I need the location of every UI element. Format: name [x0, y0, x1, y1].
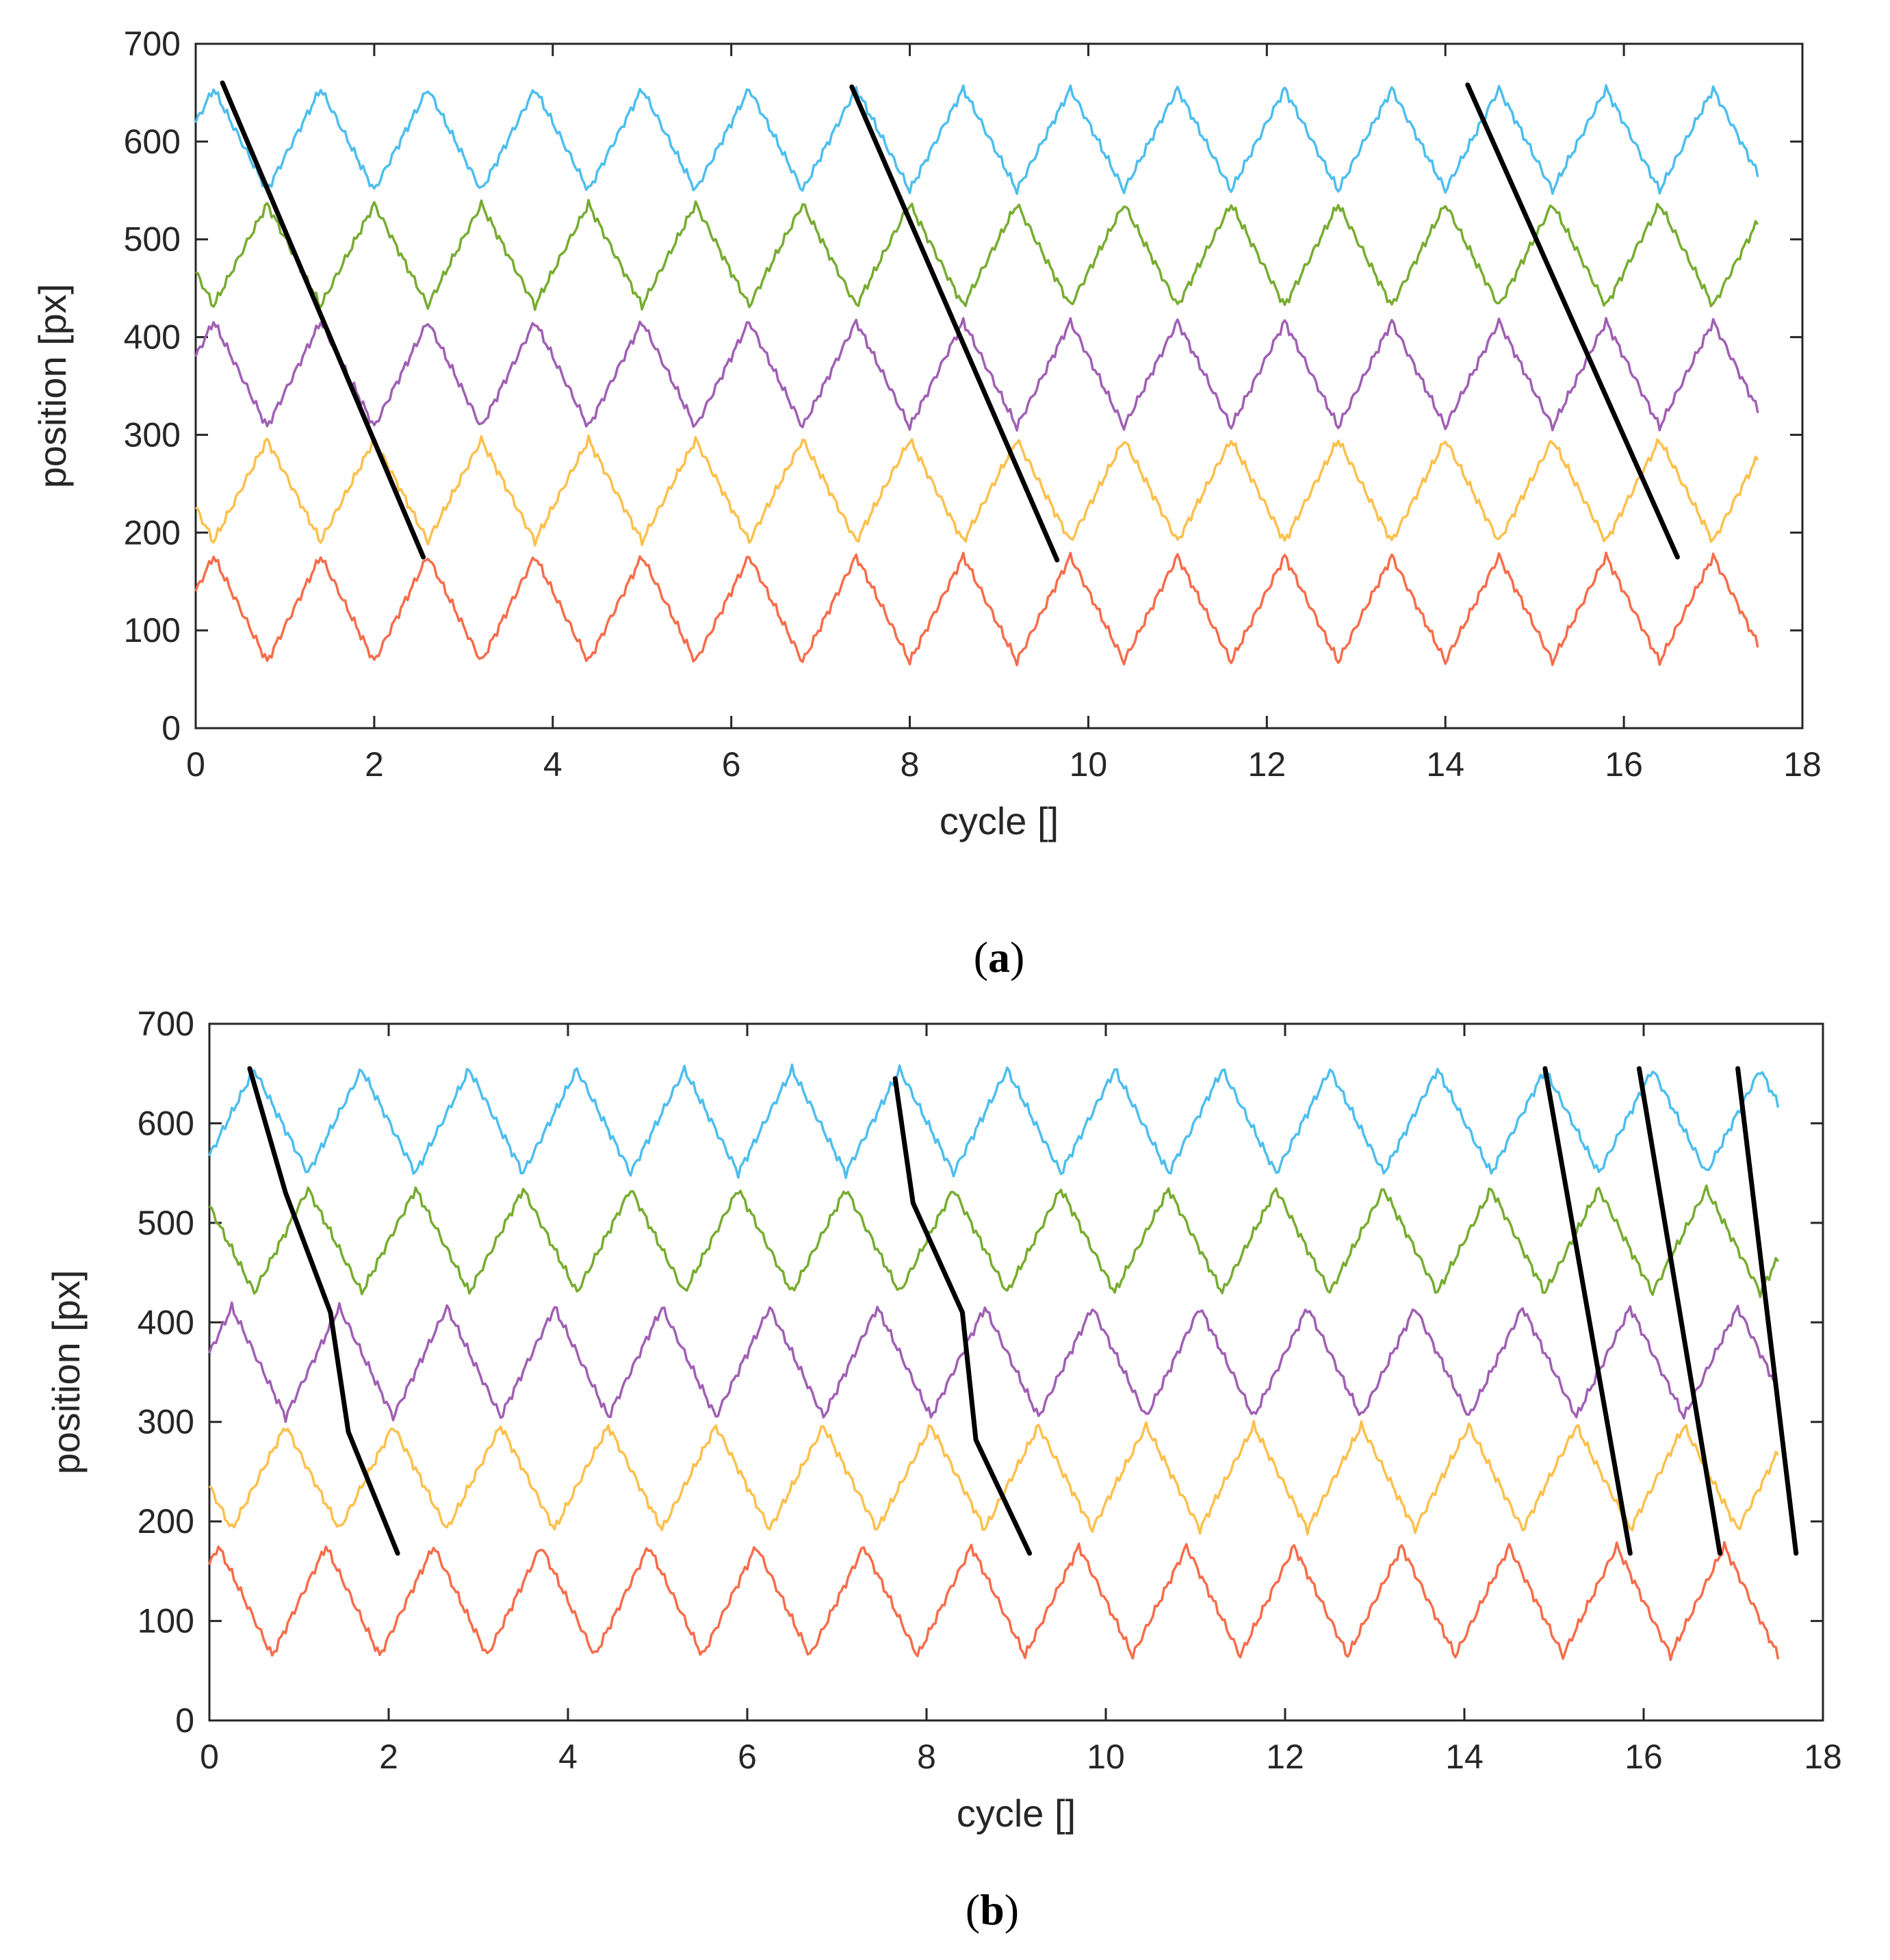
panel-b-x-tick-label: 14	[1445, 1738, 1484, 1776]
panel-b-series-line-1	[208, 1063, 1780, 1179]
panel-b-caption-close: )	[1005, 1885, 1019, 1934]
panel-a-caption: (a)	[974, 933, 1025, 981]
panel-b-trajectory-line-2	[892, 1076, 1033, 1556]
panel-b-series-line-4	[208, 1419, 1779, 1536]
panel-a-x-tick-label: 6	[722, 745, 741, 784]
panel-b-chart: 0 100 200 300 400 500 600 700 0 2 4 6 8 10 12 14 16 18 cyc…	[44, 1005, 1842, 1934]
panel-a-y-tick-label: 100	[124, 611, 181, 649]
panel-b-y-tick-label: 600	[138, 1104, 194, 1142]
panel-b-plot-frame	[208, 1022, 1824, 1722]
panel-b-y-tick-label: 700	[138, 1005, 194, 1043]
panel-a-x-tick-label: 0	[186, 745, 205, 784]
panel-a-x-tick-label: 4	[543, 745, 562, 784]
panel-b-trajectory-line-5	[1735, 1066, 1799, 1556]
panel-a-caption-close: )	[1010, 933, 1024, 981]
panel-a-trajectory-line-3	[1465, 82, 1680, 560]
panel-a-y-tick-label: 200	[124, 513, 181, 552]
panel-a-series-line-5	[194, 551, 1759, 667]
panel-b-x-tick-label: 18	[1804, 1738, 1842, 1776]
panel-b-trajectory-line-1	[247, 1066, 400, 1556]
panel-a-trajectory-line-2	[849, 84, 1060, 563]
panel-b-trajectory-line-4	[1636, 1066, 1722, 1556]
panel-a-y-tick-label: 600	[124, 122, 181, 161]
panel-a-x-tick-label: 18	[1783, 745, 1822, 784]
panel-b-x-tick-label: 6	[738, 1738, 757, 1776]
panel-b-x-tick-label: 2	[379, 1738, 398, 1776]
panel-a-caption-letter: a	[988, 933, 1010, 981]
panel-a-y-tick-label: 500	[124, 220, 181, 259]
panel-a-y-tick-label: 400	[124, 318, 181, 357]
panel-b-x-tick-label: 0	[200, 1738, 219, 1776]
panel-b-trajectory-line-3	[1542, 1066, 1633, 1556]
panel-b-series-line-2	[208, 1184, 1779, 1298]
panel-a-x-tick-label: 16	[1605, 745, 1643, 784]
panel-b-caption-letter: b	[980, 1885, 1005, 1934]
panel-b-y-tick-label: 500	[138, 1204, 194, 1242]
panel-a-y-tick-label: 300	[124, 415, 181, 454]
panel-a-series-line-1	[194, 84, 1759, 195]
panel-b-y-tick-label: 200	[138, 1502, 194, 1540]
panel-b-x-tick-label: 16	[1624, 1738, 1663, 1776]
panel-b-caption-open: (	[966, 1885, 980, 1934]
panel-a-x-tick-label: 14	[1426, 745, 1464, 784]
panel-a-series-line-4	[194, 434, 1759, 547]
panel-a-series-line-2	[194, 198, 1759, 311]
panel-b-y-tick-label: 300	[138, 1403, 194, 1441]
panel-a-plot-frame	[194, 42, 1804, 730]
panel-a-x-tick-label: 2	[365, 745, 384, 784]
panel-a-caption-open: (	[974, 933, 988, 981]
panel-b-x-axis-label: cycle []	[957, 1792, 1076, 1835]
panel-b-y-tick-label: 100	[138, 1602, 194, 1640]
panel-b-y-axis-label: position [px]	[44, 1270, 88, 1475]
panel-b-x-tick-label: 12	[1266, 1738, 1304, 1776]
panel-a-y-tick-label: 0	[161, 709, 181, 747]
panel-b-x-tick-label: 8	[917, 1738, 936, 1776]
panel-b-y-tick-label: 400	[138, 1303, 194, 1341]
panel-a-x-tick-label: 10	[1070, 745, 1108, 784]
panel-a-chart: 0 100 200 300 400 500 600 700 0 2 4 6 8 10 12 14 16 18 cyc…	[31, 25, 1822, 981]
panel-b-caption: (b)	[966, 1885, 1019, 1934]
panel-a-x-tick-label: 12	[1248, 745, 1286, 784]
panel-a-y-tick-label: 700	[124, 25, 181, 63]
panel-a-x-axis-label: cycle []	[940, 799, 1059, 842]
panel-a-trajectory-line-1	[220, 80, 426, 560]
panel-a-x-tick-label: 8	[901, 745, 920, 784]
panel-b-series-line-5	[208, 1540, 1780, 1662]
panel-b-series-line-3	[208, 1301, 1780, 1423]
panel-b-x-tick-label: 4	[558, 1738, 578, 1776]
panel-b-x-tick-label: 10	[1087, 1738, 1125, 1776]
panel-a-y-axis-label: position [px]	[31, 284, 74, 489]
panel-b-y-tick-label: 0	[175, 1701, 194, 1740]
panel-a-series-line-3	[194, 317, 1759, 432]
